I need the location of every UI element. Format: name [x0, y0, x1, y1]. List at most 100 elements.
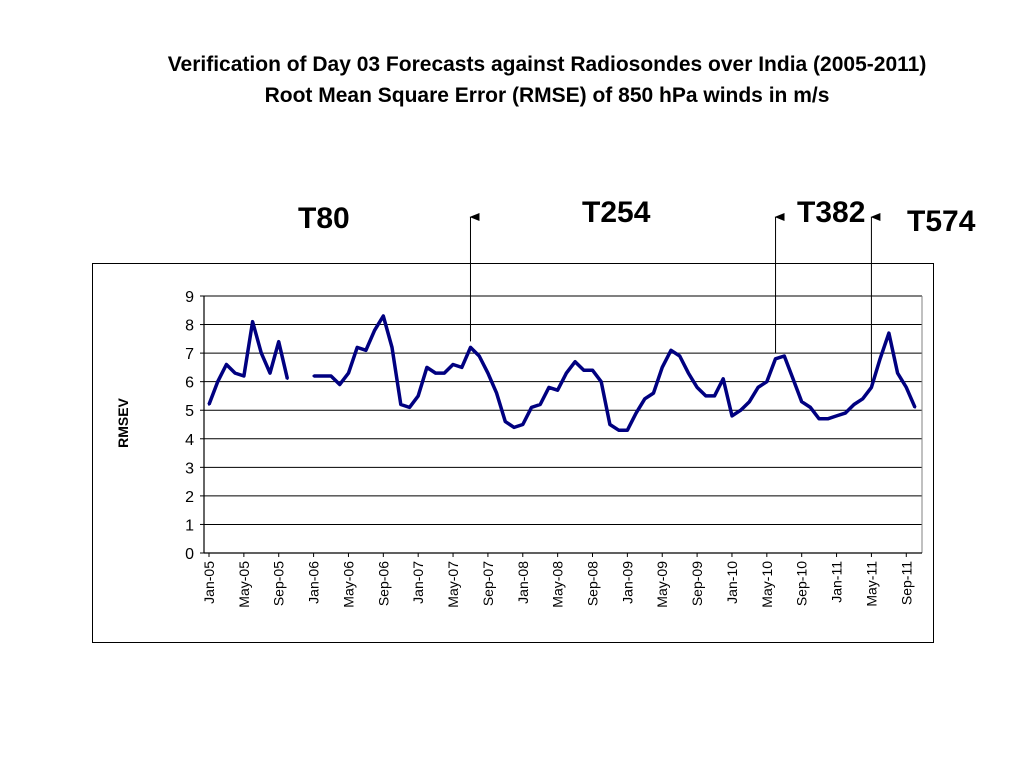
data-point — [512, 426, 516, 429]
data-point — [617, 429, 620, 432]
data-point — [251, 320, 254, 323]
data-point — [478, 354, 481, 358]
data-point — [521, 423, 524, 426]
data-point — [783, 354, 786, 358]
data-point — [730, 414, 734, 418]
data-point — [826, 417, 829, 420]
series-rmsev — [207, 314, 917, 432]
data-point — [608, 423, 612, 426]
ytick-label: 3 — [185, 460, 194, 477]
xtick-label: Jan-05 — [201, 561, 217, 604]
data-point — [556, 389, 559, 392]
xtick-label: Sep-10 — [794, 561, 810, 606]
data-point — [277, 340, 280, 343]
data-point — [643, 397, 646, 400]
xtick-label: Jan-10 — [724, 561, 740, 604]
data-point — [687, 371, 690, 375]
ytick-label: 4 — [185, 432, 194, 449]
data-point — [852, 403, 856, 406]
ytick-label: 7 — [185, 346, 194, 363]
data-point — [312, 374, 315, 378]
data-point — [417, 394, 420, 398]
data-point — [347, 371, 350, 375]
data-point — [591, 369, 594, 372]
data-point — [896, 371, 899, 375]
data-point — [233, 371, 237, 375]
ytick-label: 9 — [185, 289, 194, 306]
data-point — [800, 400, 803, 403]
data-point — [443, 371, 446, 375]
data-point — [434, 371, 437, 375]
ytick-label: 1 — [185, 517, 194, 534]
data-point — [504, 420, 507, 423]
chart-frame — [92, 263, 934, 643]
xtick-label: Jan-06 — [306, 561, 322, 604]
data-point — [364, 349, 368, 352]
data-point — [878, 357, 882, 360]
data-point — [844, 411, 847, 415]
data-point — [835, 414, 838, 418]
xtick-label: May-06 — [340, 561, 356, 608]
data-point — [382, 314, 385, 318]
data-point — [495, 391, 498, 395]
xtick-label: Jan-08 — [515, 561, 531, 604]
ytick-label: 5 — [185, 403, 194, 420]
data-point — [486, 371, 490, 375]
xtick-label: Sep-11 — [898, 561, 914, 605]
axes — [203, 296, 922, 554]
data-point — [695, 386, 699, 389]
data-point — [460, 366, 463, 369]
xtick-label: May-08 — [550, 561, 566, 608]
data-point — [242, 374, 246, 378]
data-point — [321, 374, 324, 378]
data-point — [390, 346, 394, 349]
ytick-label: 0 — [185, 546, 194, 563]
data-point — [260, 351, 263, 355]
data-point — [626, 429, 629, 432]
xtick-label: Sep-07 — [480, 561, 496, 606]
data-point — [399, 403, 402, 406]
data-point — [565, 371, 568, 375]
data-point — [678, 354, 681, 358]
ytick-label: 2 — [185, 489, 194, 506]
data-point — [539, 403, 542, 406]
data-point — [669, 349, 673, 352]
data-point — [469, 346, 472, 349]
data-point — [748, 400, 751, 403]
ytick-label: 8 — [185, 318, 194, 335]
data-point — [268, 371, 272, 375]
data-point — [338, 383, 341, 386]
data-point — [765, 380, 768, 383]
resolution-label-t382: T382 — [797, 196, 866, 229]
xtick-label: Jan-07 — [410, 561, 426, 604]
data-point — [756, 386, 760, 389]
xtick-label: May-11 — [863, 561, 879, 607]
xtick-label: May-05 — [236, 561, 252, 608]
xtick-label: Sep-09 — [689, 561, 705, 606]
xtick-label: Jan-09 — [619, 561, 635, 604]
xtick-label: May-10 — [759, 561, 775, 608]
data-point — [634, 411, 638, 415]
data-point — [722, 377, 725, 380]
data-point — [373, 329, 376, 332]
data-point — [216, 380, 219, 383]
data-point — [739, 409, 742, 412]
y-axis-label: RMSEV — [115, 397, 131, 447]
data-point — [329, 374, 333, 378]
data-point — [652, 391, 655, 395]
data-point — [713, 394, 716, 398]
data-point — [809, 406, 812, 409]
data-point — [207, 403, 211, 406]
rmse-line-chart: 0 1 2 3 4 5 6 7 8 9 Jan-05 May-05 Sep-05 Jan-06 May-0… — [115, 289, 923, 608]
xtick-label: May-09 — [654, 561, 670, 608]
data-point — [661, 366, 664, 369]
data-point — [573, 360, 577, 363]
series-line-rmsev — [207, 314, 917, 432]
data-point — [408, 406, 411, 409]
y-tick-labels: 0 1 2 3 4 5 6 7 8 9 — [185, 289, 194, 563]
data-point — [861, 397, 864, 400]
slide-title-line1: Verification of Day 03 Forecasts against… — [167, 53, 927, 76]
data-point — [774, 357, 777, 360]
data-point — [286, 377, 289, 380]
data-point — [451, 363, 455, 366]
